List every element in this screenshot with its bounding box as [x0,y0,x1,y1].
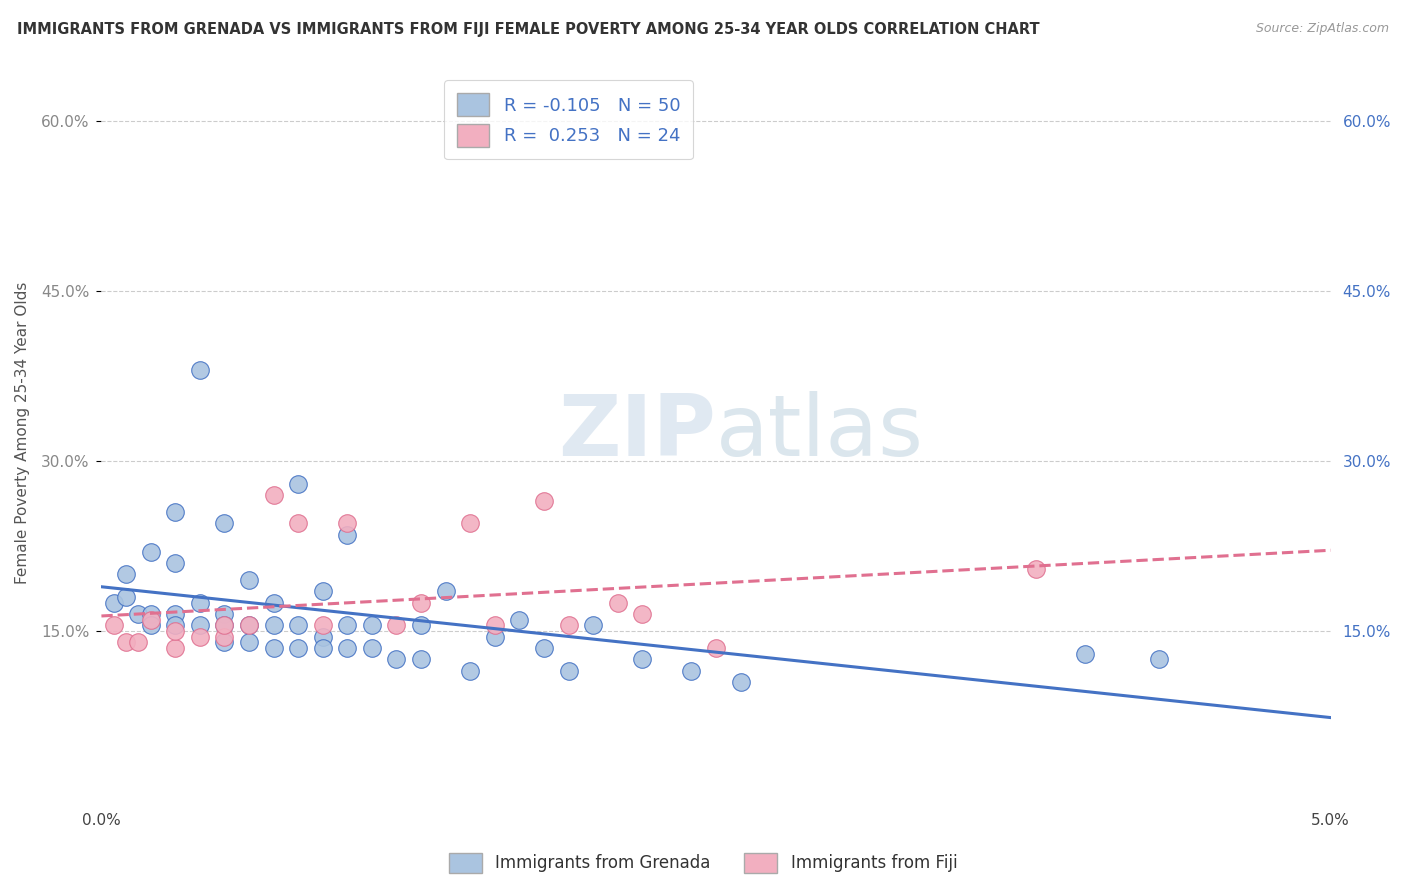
Point [631,607,654,621]
Point [287,618,309,632]
Point [484,630,506,644]
Point [287,516,309,531]
Point [312,618,335,632]
Point [458,664,481,678]
Point [238,573,260,587]
Point [188,630,211,644]
Point [139,607,162,621]
Point [287,476,309,491]
Point [631,652,654,666]
Point [360,618,382,632]
Point [103,618,125,632]
Point [238,635,260,649]
Point [1025,562,1047,576]
Point [188,596,211,610]
Point [409,652,432,666]
Point [434,584,457,599]
Point [165,641,187,656]
Point [188,618,211,632]
Point [508,613,530,627]
Point [115,635,138,649]
Point [214,618,236,632]
Point [115,590,138,604]
Point [312,584,335,599]
Point [165,607,187,621]
Point [165,505,187,519]
Legend: R = -0.105   N = 50, R =  0.253   N = 24: R = -0.105 N = 50, R = 0.253 N = 24 [444,80,693,160]
Point [165,624,187,638]
Point [214,630,236,644]
Point [263,618,285,632]
Point [263,488,285,502]
Point [165,618,187,632]
Point [385,652,408,666]
Point [360,641,382,656]
Point [115,567,138,582]
Point [127,635,149,649]
Point [484,618,506,632]
Point [263,596,285,610]
Point [336,618,359,632]
Point [139,613,162,627]
Point [287,641,309,656]
Point [165,556,187,570]
Point [312,630,335,644]
Point [139,544,162,558]
Point [557,618,579,632]
Point [681,664,703,678]
Point [336,641,359,656]
Point [582,618,605,632]
Point [409,618,432,632]
Point [214,516,236,531]
Point [385,618,408,632]
Point [1074,647,1097,661]
Point [606,596,628,610]
Point [214,618,236,632]
Point [263,641,285,656]
Point [409,596,432,610]
Point [238,618,260,632]
Point [336,527,359,541]
Text: Source: ZipAtlas.com: Source: ZipAtlas.com [1256,22,1389,36]
Text: IMMIGRANTS FROM GRENADA VS IMMIGRANTS FROM FIJI FEMALE POVERTY AMONG 25-34 YEAR : IMMIGRANTS FROM GRENADA VS IMMIGRANTS FR… [17,22,1039,37]
Point [533,641,555,656]
Point [127,607,149,621]
Y-axis label: Female Poverty Among 25-34 Year Olds: Female Poverty Among 25-34 Year Olds [15,281,30,583]
Text: ZIP: ZIP [558,391,716,474]
Point [458,516,481,531]
Point [139,618,162,632]
Point [103,596,125,610]
Point [238,618,260,632]
Point [704,641,727,656]
Text: atlas: atlas [716,391,924,474]
Point [214,635,236,649]
Point [312,641,335,656]
Point [188,363,211,377]
Point [1147,652,1170,666]
Point [336,516,359,531]
Point [214,607,236,621]
Legend: Immigrants from Grenada, Immigrants from Fiji: Immigrants from Grenada, Immigrants from… [441,847,965,880]
Point [730,675,752,690]
Point [533,493,555,508]
Point [557,664,579,678]
